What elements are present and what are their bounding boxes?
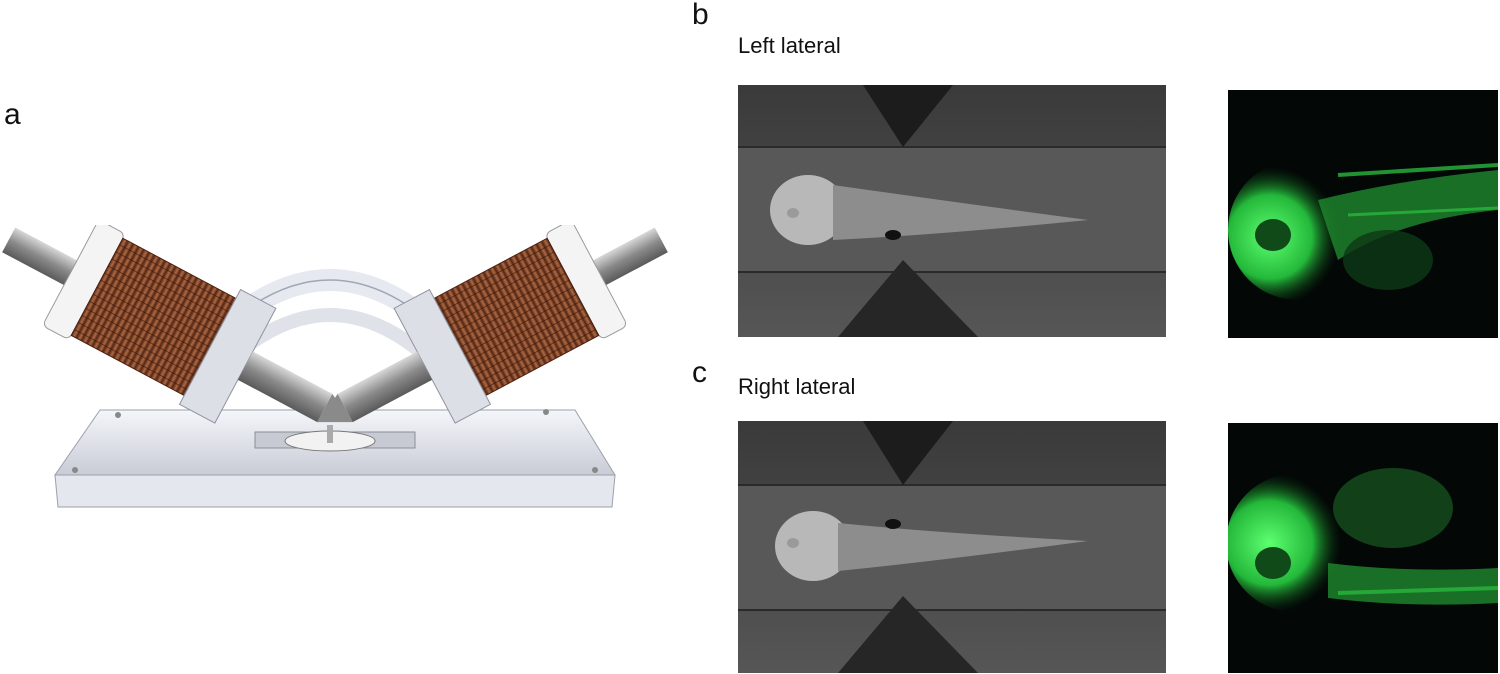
caption-right-lateral: Right lateral xyxy=(738,374,856,399)
panel-label-b: b xyxy=(692,0,709,31)
larva-shape xyxy=(775,511,1088,581)
caption-left-lateral: Left lateral xyxy=(738,33,841,58)
left-coil xyxy=(2,225,352,424)
panel-label-c: c xyxy=(692,356,707,389)
left-lateral-brightfield-image xyxy=(738,85,1166,337)
left-lateral-fluorescence-image xyxy=(1228,90,1498,338)
larva-shape xyxy=(770,175,1088,245)
right-coil xyxy=(318,225,668,424)
device-render-image xyxy=(0,225,675,515)
right-lateral-fluorescence-image xyxy=(1228,423,1498,673)
base-plate xyxy=(54,409,616,508)
panel-label-a: a xyxy=(4,98,21,131)
right-lateral-brightfield-image xyxy=(738,421,1166,673)
